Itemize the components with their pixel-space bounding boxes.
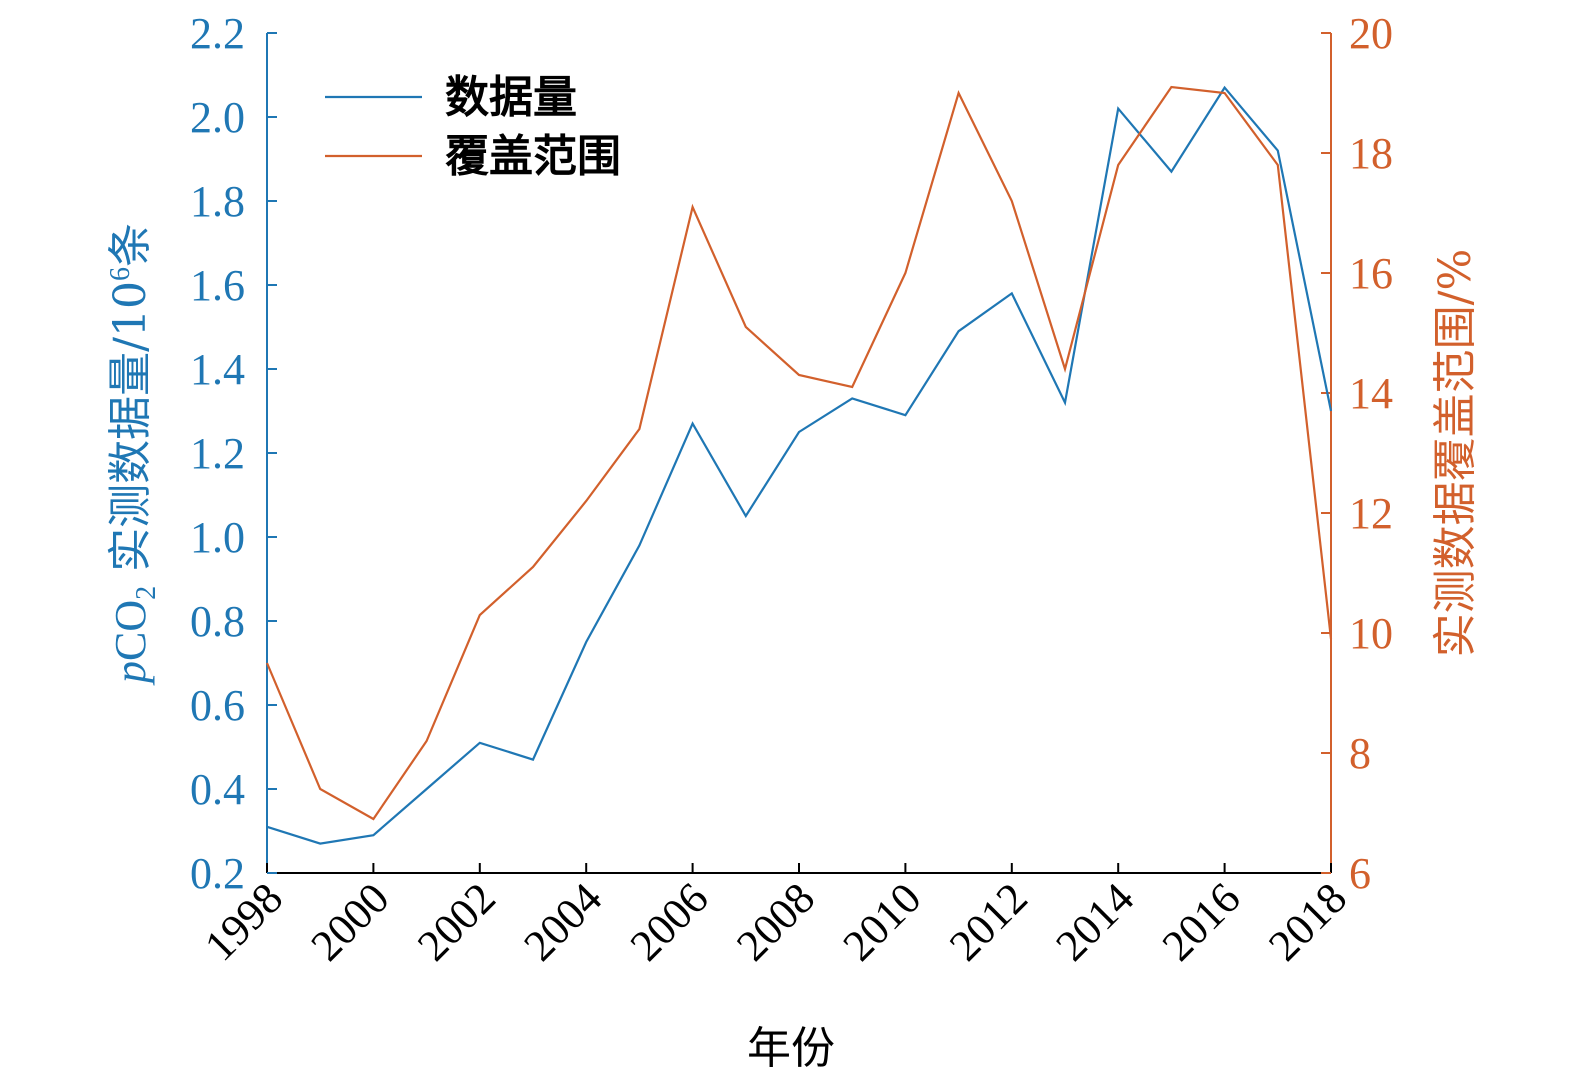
left-y-tick-label: 2.0 [190, 93, 245, 142]
x-tick-label: 2010 [834, 873, 931, 970]
left-y-tick-label: 1.6 [190, 261, 245, 310]
left-y-tick-label: 0.6 [190, 681, 245, 730]
right-y-tick-label: 14 [1349, 369, 1393, 418]
left-y-tick-label: 1.4 [190, 345, 245, 394]
x-axis-title: 年份 [747, 1023, 835, 1074]
right-y-tick-label: 10 [1349, 609, 1393, 658]
x-tick-label: 2006 [621, 873, 718, 970]
left-y-axis-title-subscript: 2 [131, 586, 162, 600]
left-y-axis-title-suffix: 实测数据量/10 [105, 281, 156, 586]
left-y-tick-label: 1.2 [190, 429, 245, 478]
x-tick-label: 2012 [940, 873, 1037, 970]
legend-label: 覆盖范围 [445, 131, 621, 182]
x-tick-label: 2014 [1046, 873, 1143, 970]
left-y-tick-label: 2.2 [190, 9, 245, 58]
series-line-data-volume [266, 85, 1333, 845]
x-tick-label: 2016 [1153, 873, 1250, 970]
right-y-tick-label: 20 [1349, 9, 1393, 58]
right-y-tick-label: 12 [1349, 489, 1393, 538]
left-y-axis-title-prefix-italic: p [106, 661, 155, 686]
left-y-axis-title-main: CO [106, 600, 155, 661]
left-y-tick-label: 1.0 [190, 513, 245, 562]
right-y-tick-label: 8 [1349, 729, 1371, 778]
left-y-tick-label: 1.8 [190, 177, 245, 226]
x-tick-label: 2018 [1259, 873, 1356, 970]
legend-label: 数据量 [445, 72, 577, 123]
right-y-tick-label: 16 [1349, 249, 1393, 298]
right-y-axis-title: 实测数据覆盖范围/% [1430, 249, 1481, 658]
x-tick-label: 2000 [302, 873, 399, 970]
x-tick-label: 2004 [514, 873, 611, 970]
left-y-axis-title-unit: 条 [105, 223, 156, 267]
left-y-tick-label: 0.8 [190, 597, 245, 646]
x-tick-label: 2008 [727, 873, 824, 970]
right-y-tick-label: 6 [1349, 849, 1371, 898]
left-y-axis-title-superscript: 6 [105, 267, 136, 281]
left-y-axis-title: pCO2 实测数据量/106条 [105, 223, 162, 686]
x-tick-label: 2002 [408, 873, 505, 970]
right-y-tick-label: 18 [1349, 129, 1393, 178]
left-y-tick-label: 0.4 [190, 765, 245, 814]
series-line-coverage [265, 85, 1333, 821]
left-y-tick-label: 0.2 [190, 849, 245, 898]
